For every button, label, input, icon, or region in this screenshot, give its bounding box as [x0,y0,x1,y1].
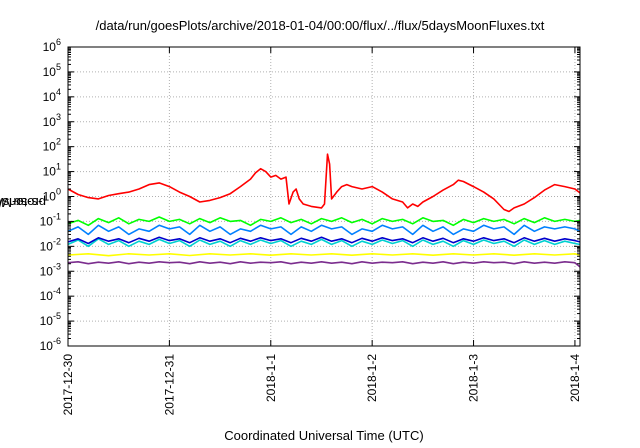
x-tick-label: 2018-1-2 [365,354,379,402]
y-tick-label-base: 10 [43,65,57,79]
y-tick-label-base: 10 [40,289,54,303]
y-tick-label-base: 10 [43,115,57,129]
y-tick-label-exponent: 3 [56,112,61,122]
series-line-6 [67,261,581,268]
y-tick-label-base: 10 [40,339,54,353]
chart-title: /data/run/goesPlots/archive/2018-01-04/0… [95,18,545,33]
y-tick-label: 105 [43,62,61,79]
y-tick-label-exponent: 5 [56,62,61,72]
y-tick-label: 104 [43,87,61,104]
y-tick-label: 10-3 [40,261,61,278]
y-tick-label: 10-4 [40,286,61,303]
y-tick-label-base: 10 [40,264,54,278]
series-line-4 [67,236,581,245]
y-tick-label-exponent: -2 [53,236,61,246]
series-line-3 [67,238,581,248]
y-tick-label-base: 10 [43,165,57,179]
y-tick-label: 10-2 [40,236,61,253]
y-tick-label-exponent: -3 [53,261,61,271]
y-tick-label-base: 10 [40,314,54,328]
y-tick-label-base: 10 [40,239,54,253]
series-line-1 [67,216,581,227]
y-tick-label-exponent: 2 [56,137,61,147]
y-tick-label-exponent: -1 [53,211,61,221]
y-tick-label: 102 [43,137,61,154]
x-tick-label: 2018-1-3 [467,354,481,402]
y-tick-label-exponent: -6 [53,336,61,346]
series-line-0 [67,153,581,213]
y-tick-label: 103 [43,112,61,129]
x-axis-label: Coordinated Universal Time (UTC) [224,428,424,443]
y-tick-label: 10-5 [40,311,61,328]
y-tick-label: 10-6 [40,336,61,353]
y-tick-label-exponent: 4 [56,87,61,97]
series-line-5 [67,253,581,257]
y-tick-label-exponent: 0 [56,187,61,197]
y-tick-label-base: 10 [43,40,57,54]
y-tick-label-exponent: 1 [56,162,61,172]
x-tick-label: 2017-12-30 [61,354,75,416]
y-tick-label-exponent: -4 [53,286,61,296]
y-tick-label-exponent: 6 [56,37,61,47]
x-tick-label: 2018-1-1 [264,354,278,402]
y-axis-label-suffix: -s-sr-MeV [0,195,43,211]
y-tick-label: 100 [43,187,61,204]
y-tick-label: 101 [43,162,61,179]
x-tick-label: 2017-12-31 [162,354,176,416]
y-tick-label: 10-1 [40,211,61,228]
y-tick-label-base: 10 [43,140,57,154]
x-tick-label: 2018-1-4 [568,354,582,402]
y-tick-label-exponent: -5 [53,311,61,321]
y-tick-label-base: 10 [40,214,54,228]
series-line-2 [67,224,581,236]
y-tick-label-base: 10 [43,190,57,204]
y-tick-label-base: 10 [43,90,57,104]
y-tick-label: 106 [43,37,61,54]
